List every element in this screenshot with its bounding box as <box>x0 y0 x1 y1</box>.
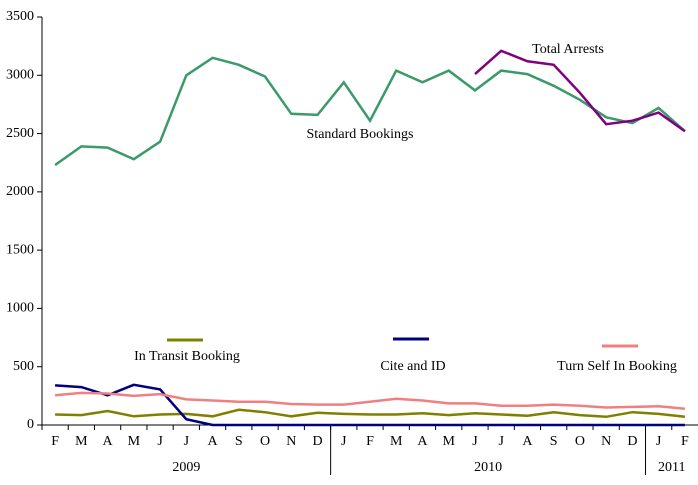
series-line <box>54 391 686 410</box>
y-tick-label: 2000 <box>6 184 34 199</box>
x-tick-label: D <box>627 434 637 449</box>
series-label: Standard Bookings <box>307 127 414 142</box>
year-label: 2009 <box>172 460 200 475</box>
x-tick-label: A <box>103 434 114 449</box>
series-label: In Transit Booking <box>134 349 240 364</box>
x-tick-label: J <box>498 434 504 449</box>
series-label: Total Arrests <box>532 42 604 57</box>
x-tick-label: J <box>341 434 347 449</box>
x-tick-label: D <box>312 434 322 449</box>
year-label: 2010 <box>474 460 502 475</box>
x-tick-label: N <box>286 434 296 449</box>
series-line <box>54 56 686 167</box>
y-tick-label: 3000 <box>6 68 34 83</box>
x-tick-label: J <box>157 434 163 449</box>
x-tick-label: F <box>366 434 374 449</box>
y-tick-label: 2500 <box>6 126 34 141</box>
y-tick-label: 1500 <box>6 242 34 257</box>
x-tick-label: M <box>390 434 403 449</box>
series-line <box>55 408 686 419</box>
series-label: Turn Self In Booking <box>557 359 677 374</box>
y-tick-label: 0 <box>27 417 34 432</box>
x-tick-label: F <box>51 434 59 449</box>
x-tick-label: J <box>184 434 190 449</box>
y-tick-label: 500 <box>13 359 34 374</box>
series-line <box>474 49 686 133</box>
x-tick-label: M <box>128 434 141 449</box>
y-tick-label: 1000 <box>6 301 34 316</box>
series-label: Cite and ID <box>380 359 445 374</box>
x-tick-label: A <box>522 434 533 449</box>
x-tick-label: F <box>681 434 689 449</box>
x-tick-label: J <box>656 434 662 449</box>
x-tick-label: A <box>417 434 428 449</box>
x-tick-label: S <box>235 434 243 449</box>
x-tick-label: S <box>550 434 558 449</box>
x-tick-label: J <box>472 434 478 449</box>
y-tick-label: 3500 <box>6 9 34 24</box>
x-tick-label: O <box>260 434 270 449</box>
x-tick-label: M <box>75 434 88 449</box>
year-label: 2011 <box>658 460 685 475</box>
x-tick-label: N <box>601 434 611 449</box>
series-line <box>55 383 685 427</box>
x-tick-label: O <box>575 434 585 449</box>
x-tick-label: A <box>207 434 218 449</box>
x-tick-label: M <box>442 434 455 449</box>
